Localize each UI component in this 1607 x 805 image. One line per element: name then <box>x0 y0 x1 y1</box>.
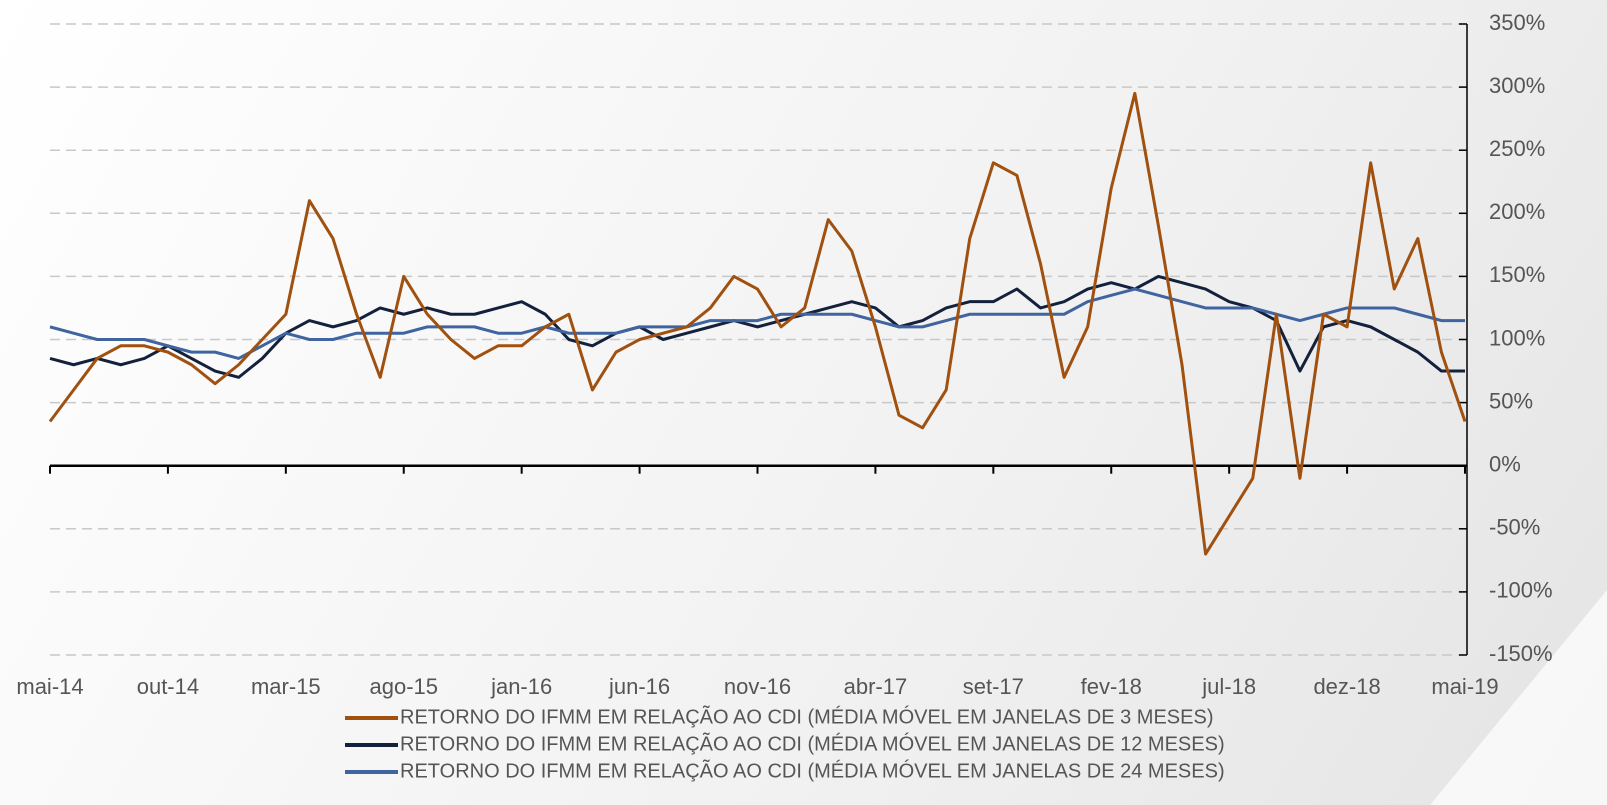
x-tick-label: ago-15 <box>369 674 438 699</box>
y-tick-label: 50% <box>1489 388 1533 413</box>
series-line <box>48 91 1467 556</box>
y-tick-label: 300% <box>1489 73 1545 98</box>
y-tick-label: -50% <box>1489 515 1540 540</box>
y-tick-label: 100% <box>1489 325 1545 350</box>
y-tick-label: 250% <box>1489 136 1545 161</box>
x-tick-label: dez-18 <box>1313 674 1380 699</box>
x-tick-label: mai-19 <box>1431 674 1498 699</box>
x-tick-label: jan-16 <box>490 674 552 699</box>
legend-label: RETORNO DO IFMM EM RELAÇÃO AO CDI (MÉDIA… <box>400 758 1225 782</box>
x-tick-label: fev-18 <box>1081 674 1142 699</box>
y-tick-label: 350% <box>1489 10 1545 35</box>
x-tick-label: mai-14 <box>16 674 83 699</box>
legend-label: RETORNO DO IFMM EM RELAÇÃO AO CDI (MÉDIA… <box>400 731 1225 755</box>
background-shape <box>1430 590 1607 805</box>
y-tick-label: 0% <box>1489 452 1521 477</box>
y-tick-label: -100% <box>1489 578 1553 603</box>
x-tick-label: jun-16 <box>608 674 670 699</box>
y-tick-label: 150% <box>1489 262 1545 287</box>
x-tick-label: abr-17 <box>844 674 908 699</box>
legend-label: RETORNO DO IFMM EM RELAÇÃO AO CDI (MÉDIA… <box>400 704 1213 728</box>
series-line <box>49 287 1465 360</box>
y-tick-label: -150% <box>1489 641 1553 666</box>
x-tick-label: out-14 <box>137 674 199 699</box>
x-tick-label: mar-15 <box>251 674 321 699</box>
y-tick-label: 200% <box>1489 199 1545 224</box>
x-tick-label: jul-18 <box>1201 674 1256 699</box>
x-tick-label: nov-16 <box>724 674 791 699</box>
x-tick-label: set-17 <box>963 674 1024 699</box>
